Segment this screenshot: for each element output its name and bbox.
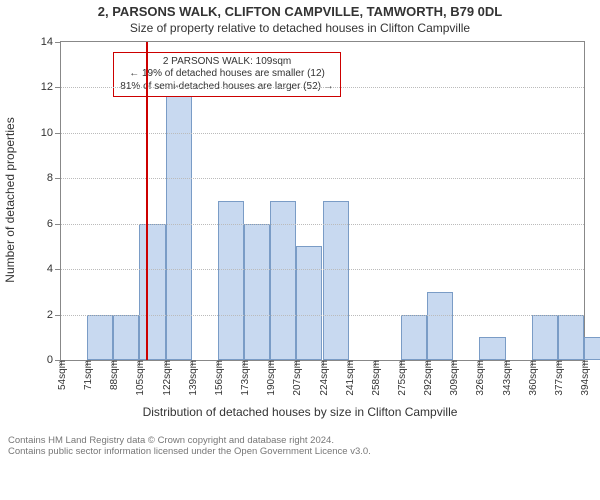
x-tick-label: 377sqm	[554, 360, 565, 396]
histogram-bar	[323, 201, 349, 360]
y-tick	[55, 42, 61, 43]
annotation-line1: 2 PARSONS WALK: 109sqm	[120, 56, 333, 69]
x-tick-label: 122sqm	[162, 360, 173, 396]
annotation-line2: ← 19% of detached houses are smaller (12…	[120, 68, 333, 81]
gridline	[61, 178, 584, 179]
chart-area: 2 PARSONS WALK: 109sqm ← 19% of detached…	[60, 41, 585, 401]
x-axis-label: Distribution of detached houses by size …	[0, 405, 600, 419]
x-tick-label: 139sqm	[188, 360, 199, 396]
y-tick-label: 12	[41, 81, 53, 93]
histogram-bar	[532, 315, 558, 360]
plot-area: 2 PARSONS WALK: 109sqm ← 19% of detached…	[60, 41, 585, 361]
histogram-bar	[401, 315, 427, 360]
x-tick-label: 156sqm	[214, 360, 225, 396]
y-tick-label: 4	[47, 263, 53, 275]
y-tick	[55, 315, 61, 316]
histogram-bar	[427, 292, 453, 360]
histogram-bar	[296, 246, 322, 360]
histogram-bar	[139, 224, 165, 360]
histogram-bar	[244, 224, 270, 360]
footer: Contains HM Land Registry data © Crown c…	[8, 435, 592, 457]
y-tick-label: 6	[47, 218, 53, 230]
y-tick	[55, 87, 61, 88]
x-tick-label: 326sqm	[475, 360, 486, 396]
x-tick-label: 258sqm	[371, 360, 382, 396]
x-tick-label: 309sqm	[449, 360, 460, 396]
y-tick-label: 8	[47, 172, 53, 184]
x-tick-label: 190sqm	[266, 360, 277, 396]
x-tick-label: 224sqm	[319, 360, 330, 396]
x-tick-label: 207sqm	[292, 360, 303, 396]
gridline	[61, 269, 584, 270]
histogram-bar	[113, 315, 139, 360]
chart-title-desc: Size of property relative to detached ho…	[0, 21, 600, 35]
y-tick	[55, 224, 61, 225]
y-tick	[55, 269, 61, 270]
x-tick-label: 71sqm	[83, 360, 94, 390]
x-tick-label: 105sqm	[135, 360, 146, 396]
footer-line1: Contains HM Land Registry data © Crown c…	[8, 435, 592, 446]
x-tick-label: 173sqm	[240, 360, 251, 396]
gridline	[61, 315, 584, 316]
histogram-bar	[479, 337, 505, 360]
property-marker-line	[146, 42, 148, 360]
y-tick	[55, 178, 61, 179]
histogram-bar	[558, 315, 584, 360]
x-tick-label: 88sqm	[109, 360, 120, 390]
x-tick-label: 292sqm	[423, 360, 434, 396]
y-tick-label: 2	[47, 309, 53, 321]
y-tick-label: 0	[47, 354, 53, 366]
y-tick	[55, 133, 61, 134]
gridline	[61, 133, 584, 134]
chart-container: 2, PARSONS WALK, CLIFTON CAMPVILLE, TAMW…	[0, 0, 600, 500]
x-tick-label: 394sqm	[580, 360, 591, 396]
y-axis-label: Number of detached properties	[3, 117, 17, 282]
y-tick-label: 14	[41, 36, 53, 48]
x-tick-label: 343sqm	[502, 360, 513, 396]
x-tick-label: 275sqm	[397, 360, 408, 396]
y-tick-label: 10	[41, 127, 53, 139]
histogram-bar	[218, 201, 244, 360]
histogram-bar	[270, 201, 296, 360]
histogram-bar	[87, 315, 113, 360]
x-tick-label: 360sqm	[528, 360, 539, 396]
x-tick-label: 54sqm	[57, 360, 68, 390]
histogram-bar	[584, 337, 600, 360]
gridline	[61, 87, 584, 88]
gridline	[61, 224, 584, 225]
footer-line2: Contains public sector information licen…	[8, 446, 592, 457]
x-tick-label: 241sqm	[345, 360, 356, 396]
chart-title-address: 2, PARSONS WALK, CLIFTON CAMPVILLE, TAMW…	[0, 4, 600, 19]
